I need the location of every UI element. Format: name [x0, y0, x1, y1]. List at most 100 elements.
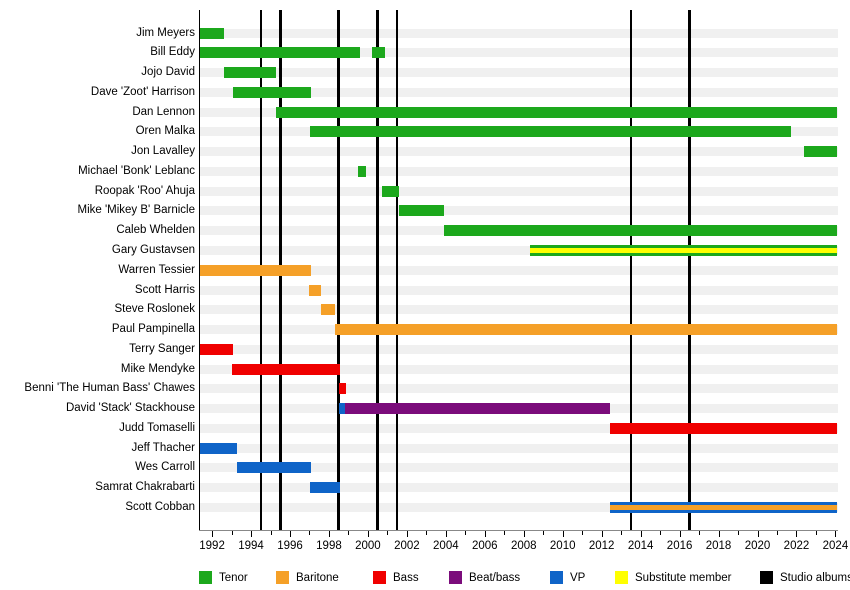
- row-band: [200, 364, 838, 374]
- bar-stripe-substitute: [529, 247, 838, 253]
- legend-label: VP: [570, 572, 586, 584]
- minor-tick: [309, 531, 311, 535]
- tick-label: 2018: [705, 540, 732, 552]
- bar-tenor: [399, 205, 444, 217]
- member-label: Oren Malka: [135, 125, 195, 138]
- major-tick: [562, 531, 564, 537]
- legend-label: Beat/bass: [469, 572, 521, 584]
- bar-vp: [200, 442, 238, 454]
- bar-tenor: [804, 146, 838, 158]
- row-band: [200, 463, 838, 473]
- row-band: [200, 384, 838, 394]
- album-line: [376, 10, 379, 530]
- major-tick: [445, 531, 447, 537]
- tick-label: 2024: [822, 540, 849, 552]
- major-tick: [601, 531, 603, 537]
- major-tick: [640, 531, 642, 537]
- bar-baritone: [334, 324, 838, 336]
- legend-label: Bass: [393, 572, 419, 584]
- member-label: David 'Stack' Stackhouse: [65, 402, 195, 415]
- minor-tick: [738, 531, 740, 535]
- row-band: [200, 443, 838, 453]
- tick-label: 2006: [472, 540, 498, 552]
- row-band: [200, 48, 838, 58]
- major-tick: [406, 531, 408, 537]
- minor-tick: [231, 531, 233, 535]
- member-label: Scott Harris: [134, 283, 195, 296]
- x-axis-line: [198, 530, 838, 531]
- member-label: Terry Sanger: [129, 342, 195, 355]
- legend-label: Tenor: [219, 572, 248, 584]
- member-label: Jeff Thacher: [131, 441, 195, 454]
- member-label: Judd Tomaselli: [119, 421, 195, 434]
- minor-tick: [426, 531, 428, 535]
- minor-tick: [699, 531, 701, 535]
- album-line: [395, 10, 399, 530]
- member-label: Roopak 'Roo' Ahuja: [94, 184, 195, 197]
- bar-tenor: [223, 67, 277, 79]
- bar-tenor-substitute: [529, 244, 838, 256]
- tick-label: 1996: [277, 540, 303, 552]
- row-band: [200, 483, 838, 493]
- legend-swatch-albums: [760, 571, 773, 584]
- member-label: Scott Cobban: [125, 500, 195, 513]
- legend-swatch-tenor: [199, 571, 212, 584]
- member-label: Gary Gustavsen: [111, 243, 195, 256]
- minor-tick: [660, 531, 662, 535]
- row-band: [200, 147, 838, 157]
- tick-label: 2020: [744, 540, 771, 552]
- bar-baritone: [309, 284, 322, 296]
- row-band: [200, 166, 838, 176]
- bar-tenor: [310, 126, 791, 138]
- major-tick: [367, 531, 369, 537]
- row-band: [200, 68, 838, 78]
- tick-label: 2022: [783, 540, 810, 552]
- album-line: [337, 10, 340, 530]
- row-band: [200, 87, 838, 97]
- plot-left-border: [198, 10, 200, 530]
- bar-baritone: [321, 304, 335, 316]
- major-tick: [835, 531, 837, 537]
- member-label: Bill Eddy: [150, 46, 195, 59]
- member-label: Paul Pampinella: [111, 323, 195, 336]
- bar-tenor: [381, 185, 400, 197]
- minor-tick: [621, 531, 623, 535]
- legend-swatch-baritone: [276, 571, 289, 584]
- tick-label: 1994: [238, 540, 264, 552]
- row-band: [200, 305, 838, 315]
- minor-tick: [270, 531, 272, 535]
- row-band: [200, 285, 838, 295]
- minor-tick: [582, 531, 584, 535]
- legend-swatch-substitute: [615, 571, 628, 584]
- member-label: Jojo David: [141, 66, 195, 79]
- row-band: [200, 344, 838, 354]
- bar-tenor: [276, 106, 838, 118]
- album-line: [629, 10, 633, 530]
- bar-tenor: [358, 165, 366, 177]
- member-label: Michael 'Bonk' Leblanc: [78, 164, 195, 177]
- bar-vp: [310, 482, 340, 494]
- tick-label: 2008: [510, 540, 537, 552]
- minor-tick: [387, 531, 389, 535]
- major-tick: [523, 531, 525, 537]
- bar-baritone: [200, 264, 312, 276]
- bar-bass: [231, 363, 340, 375]
- bar-tenor: [200, 47, 361, 59]
- bar-bass: [610, 422, 838, 434]
- tick-label: 2016: [666, 540, 693, 552]
- minor-tick: [815, 531, 817, 535]
- member-label: Samrat Chakrabarti: [95, 481, 195, 494]
- legend-swatch-beatbass: [449, 571, 462, 584]
- member-label: Warren Tessier: [118, 263, 195, 276]
- legend-label: Studio albums: [780, 572, 850, 584]
- member-label: Caleb Whelden: [116, 224, 195, 237]
- bar-beatbass: [344, 403, 611, 415]
- row-band: [200, 186, 838, 196]
- bar-bass: [338, 383, 347, 395]
- bar-vp: [338, 403, 345, 415]
- bar-tenor: [443, 225, 838, 237]
- minor-tick: [543, 531, 545, 535]
- legend-label: Baritone: [296, 572, 339, 584]
